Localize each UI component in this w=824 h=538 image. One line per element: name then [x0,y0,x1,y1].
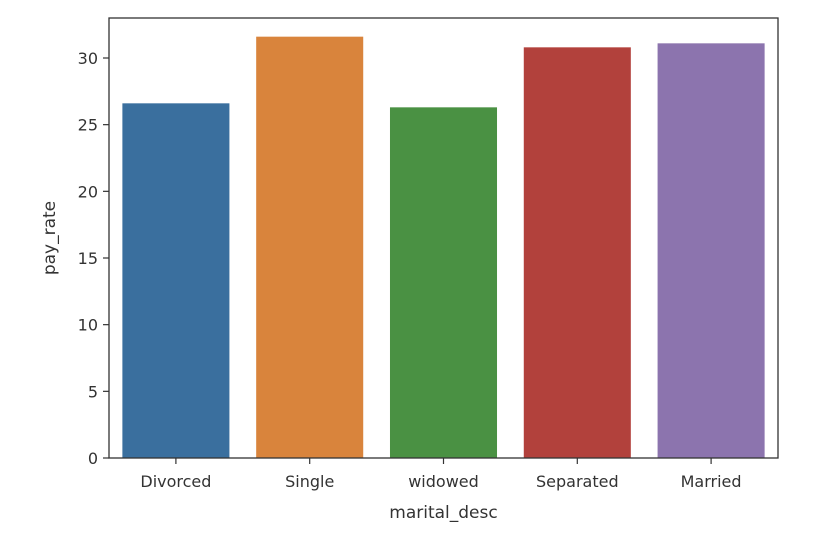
x-tick-label: Separated [536,472,619,491]
x-tick-label: Married [681,472,742,491]
y-tick-label: 15 [78,249,98,268]
x-tick-label: Divorced [140,472,211,491]
y-axis-label: pay_rate [40,201,60,275]
bar-married [657,43,765,458]
bar-separated [523,47,631,458]
y-tick-label: 20 [78,182,98,201]
plot-frame [108,17,779,459]
x-tick-label: widowed [408,472,479,491]
bar-divorced [122,103,230,458]
bar-widowed [389,107,498,458]
y-axis: 0 5 10 15 20 25 30 [78,49,109,468]
y-tick-label: 30 [78,49,98,68]
bars-group [122,36,765,459]
y-tick-label: 0 [88,449,98,468]
y-tick-label: 25 [78,116,98,135]
x-tick-label: Single [285,472,334,491]
bar-single [256,36,364,459]
y-tick-label: 5 [88,382,98,401]
x-axis: Divorced Single widowed Separated Married [140,458,742,491]
x-axis-label: marital_desc [389,503,497,523]
y-tick-label: 10 [78,316,98,335]
